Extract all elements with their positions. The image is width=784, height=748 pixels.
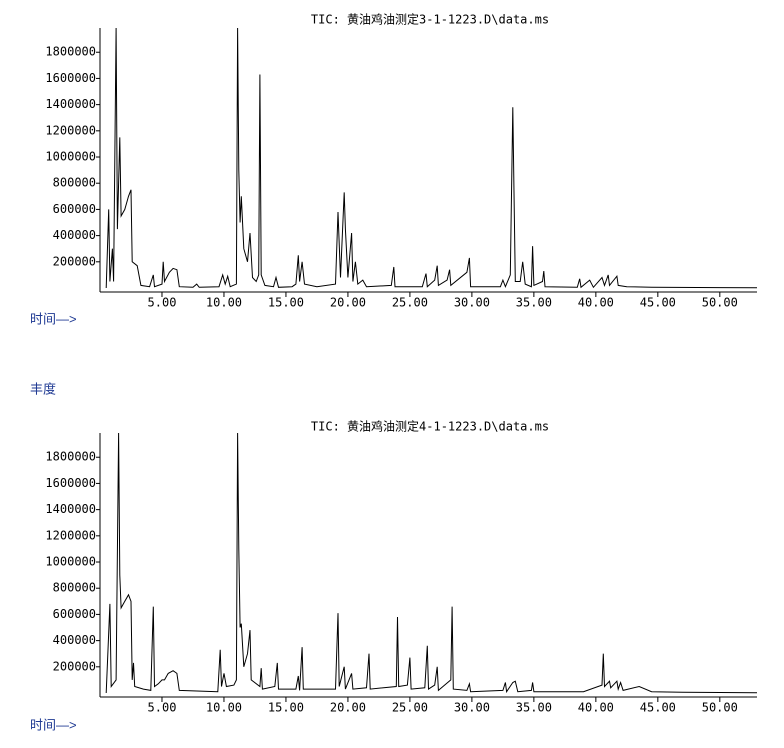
y-tick-label: 400000 [53, 228, 96, 242]
y-tick-label: 800000 [53, 176, 96, 190]
x-tick-label: 45.00 [640, 701, 676, 715]
y-tick-label: 600000 [53, 202, 96, 216]
x-tick-label: 40.00 [578, 701, 614, 715]
y-tick-label: 1200000 [45, 123, 96, 137]
x-tick-label: 45.00 [640, 296, 676, 310]
y-tick-label: 1600000 [45, 476, 96, 490]
y-tick-label: 1000000 [45, 555, 96, 569]
y-tick-label: 400000 [53, 633, 96, 647]
x-tick-label: 35.00 [516, 296, 552, 310]
y-tick-label: 200000 [53, 659, 96, 673]
x-tick-label: 10.00 [206, 296, 242, 310]
x-tick-label: 15.00 [268, 296, 304, 310]
chart-title: TIC: 黄油鸡油测定4-1-1223.D\data.ms [311, 419, 549, 434]
y-axis-label: 丰度 [30, 381, 56, 396]
y-tick-label: 1400000 [45, 97, 96, 111]
y-tick-label: 1600000 [45, 71, 96, 85]
x-tick-label: 15.00 [268, 701, 304, 715]
x-tick-label: 50.00 [702, 701, 738, 715]
x-tick-label: 25.00 [392, 296, 428, 310]
x-tick-label: 35.00 [516, 701, 552, 715]
x-tick-label: 10.00 [206, 701, 242, 715]
y-tick-label: 1800000 [45, 45, 96, 59]
chromatogram-line [105, 432, 758, 694]
x-axis-label: 时间—> [30, 717, 77, 732]
x-tick-label: 25.00 [392, 701, 428, 715]
x-tick-label: 30.00 [454, 701, 490, 715]
chromatogram-line [105, 27, 758, 289]
y-tick-label: 1200000 [45, 528, 96, 542]
y-tick-label: 1400000 [45, 502, 96, 516]
y-tick-label: 1000000 [45, 150, 96, 164]
y-tick-label: 1800000 [45, 450, 96, 464]
x-tick-label: 50.00 [702, 296, 738, 310]
chart-title: TIC: 黄油鸡油测定3-1-1223.D\data.ms [311, 12, 549, 27]
x-tick-label: 30.00 [454, 296, 490, 310]
x-tick-label: 20.00 [330, 701, 366, 715]
y-tick-label: 600000 [53, 607, 96, 621]
x-tick-label: 40.00 [578, 296, 614, 310]
y-tick-label: 800000 [53, 581, 96, 595]
x-axis-label: 时间—> [30, 311, 77, 326]
x-tick-label: 5.00 [148, 701, 177, 715]
x-tick-label: 5.00 [148, 296, 177, 310]
x-tick-label: 20.00 [330, 296, 366, 310]
y-tick-label: 200000 [53, 254, 96, 268]
